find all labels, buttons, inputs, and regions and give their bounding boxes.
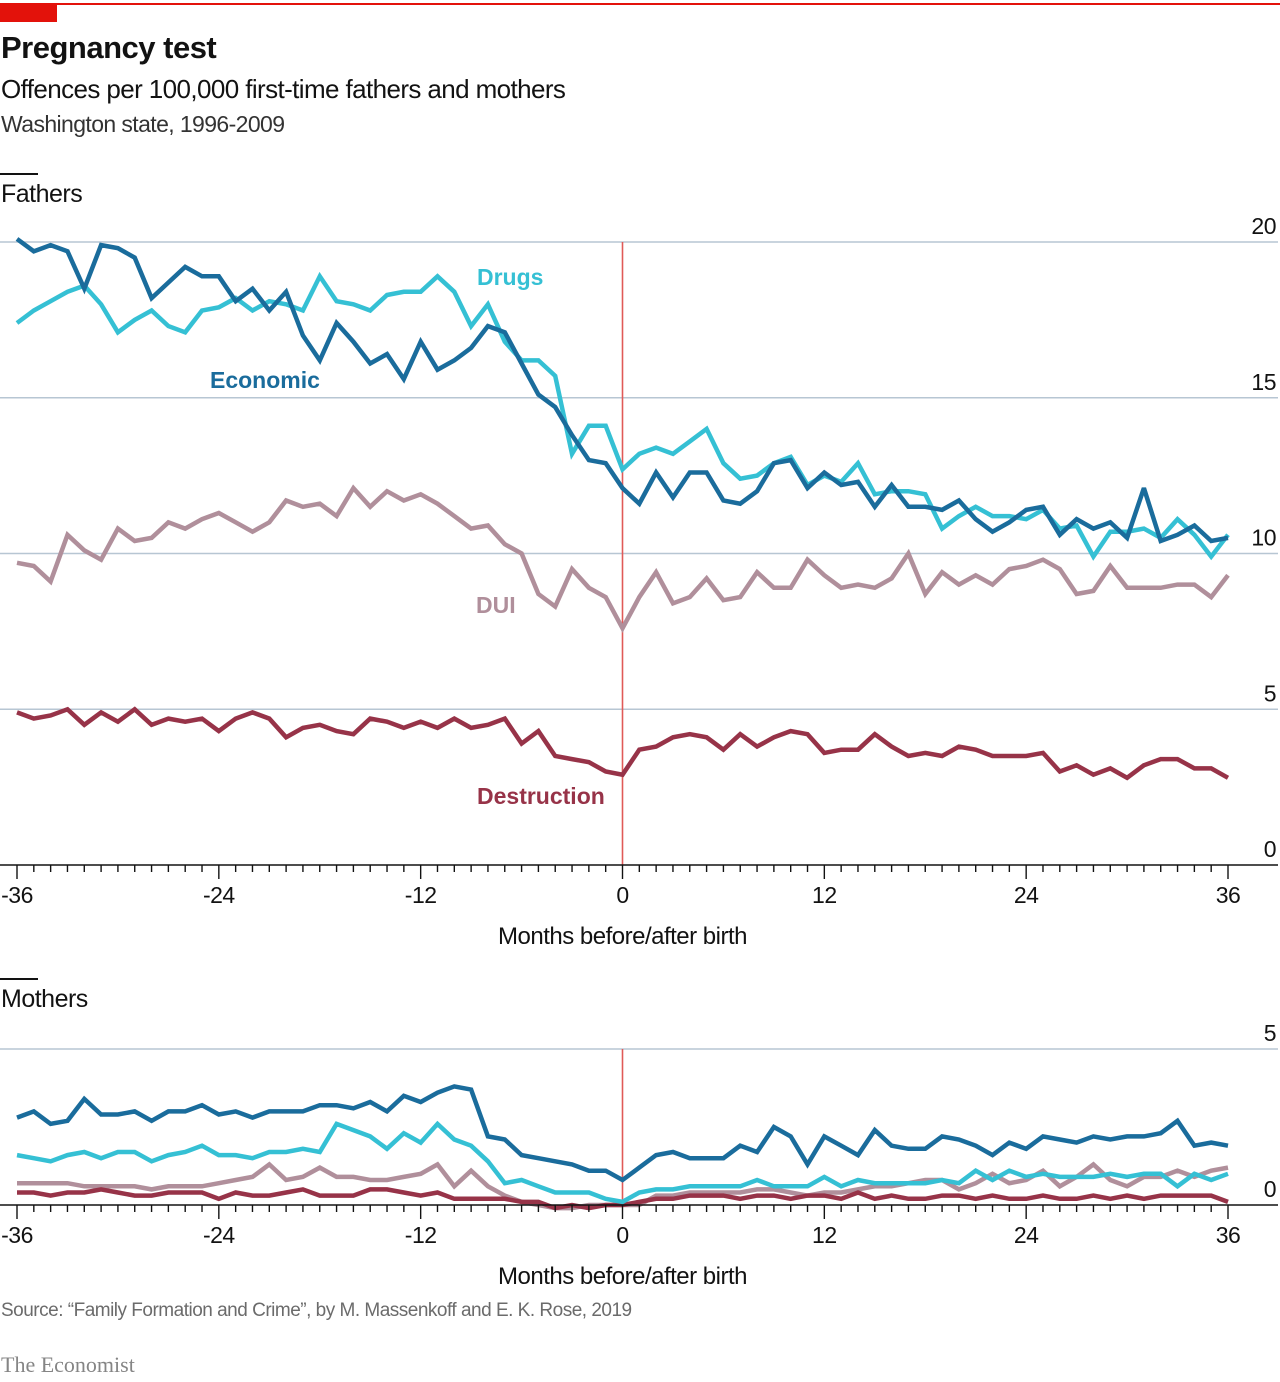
fathers-y-tick-label: 5 xyxy=(1264,680,1276,706)
mothers-chart: 0 5 -36 -24 -12 0 12 24 36 Months before/after bi… xyxy=(0,1020,1278,1290)
fathers-series-economic xyxy=(15,237,1229,544)
mothers-y-tick-label: 0 xyxy=(1264,1176,1276,1202)
mothers-x-tick-label: -24 xyxy=(203,1222,235,1248)
mothers-series-drugs xyxy=(16,1120,1229,1205)
mothers-x-tick-label: -12 xyxy=(405,1222,437,1248)
fathers-series-destruction xyxy=(16,706,1230,781)
chart-title: Pregnancy test xyxy=(1,30,217,65)
mothers-y-tick-label: 5 xyxy=(1264,1020,1276,1046)
fathers-label-drugs: Drugs xyxy=(477,264,543,290)
mothers-x-tick-label: 0 xyxy=(616,1222,628,1248)
fathers-y-tick-label: 15 xyxy=(1251,369,1276,395)
fathers-label-destruction: Destruction xyxy=(477,783,605,809)
fathers-x-tick-label: 12 xyxy=(812,882,837,908)
fathers-panel-rule xyxy=(0,173,38,175)
source-note: Source: “Family Formation and Crime”, by… xyxy=(1,1300,632,1321)
brand-red-tag xyxy=(0,3,57,22)
mothers-panel-rule xyxy=(0,978,38,980)
mothers-x-axis-title: Months before/after birth xyxy=(498,1263,747,1290)
fathers-y-tick-label: 0 xyxy=(1264,836,1276,862)
fathers-series-dui xyxy=(16,484,1230,634)
chart-subsubtitle: Washington state, 1996-2009 xyxy=(1,111,285,137)
fathers-panel-title: Fathers xyxy=(1,180,83,208)
chart-subtitle: Offences per 100,000 first-time fathers … xyxy=(1,74,566,104)
fathers-x-tick-label: 24 xyxy=(1014,882,1039,908)
fathers-chart: 0 5 10 15 20 Economic Drugs DUI Destruction -36 -2… xyxy=(0,213,1278,950)
mothers-panel-title: Mothers xyxy=(1,985,88,1013)
mothers-series-economic xyxy=(16,1084,1229,1183)
fathers-x-tick-label: -36 xyxy=(1,882,33,908)
fathers-x-tick-label: 36 xyxy=(1216,882,1241,908)
fathers-label-dui: DUI xyxy=(476,592,516,618)
fathers-x-tick-label: -24 xyxy=(203,882,235,908)
fathers-series-drugs xyxy=(15,271,1230,561)
fathers-y-tick-label: 20 xyxy=(1251,213,1276,239)
fathers-y-tick-label: 10 xyxy=(1251,525,1276,551)
mothers-x-tick-label: -36 xyxy=(1,1222,33,1248)
fathers-x-tick-label: 0 xyxy=(616,882,628,908)
fathers-x-tick-label: -12 xyxy=(405,882,437,908)
fathers-label-economic: Economic xyxy=(210,367,320,393)
brand-logo: The Economist xyxy=(1,1352,135,1377)
mothers-x-tick-label: 12 xyxy=(812,1222,837,1248)
mothers-x-tick-label: 36 xyxy=(1216,1222,1241,1248)
brand-top-rule xyxy=(0,3,1280,5)
mothers-x-tick-label: 24 xyxy=(1014,1222,1039,1248)
fathers-x-axis-title: Months before/after birth xyxy=(498,923,747,950)
